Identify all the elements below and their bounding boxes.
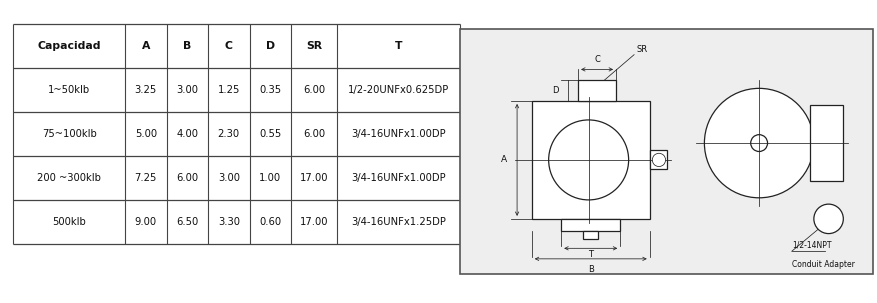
Text: 3.25: 3.25	[135, 85, 157, 95]
Text: 200 ~300klb: 200 ~300klb	[37, 173, 101, 183]
Text: 7.25: 7.25	[135, 173, 157, 183]
Text: C: C	[594, 55, 600, 64]
Text: 17.00: 17.00	[300, 173, 328, 183]
Text: T: T	[395, 41, 403, 51]
Text: 1/2-14NPT: 1/2-14NPT	[792, 241, 831, 250]
Circle shape	[814, 204, 844, 234]
Text: Conduit Adapter: Conduit Adapter	[792, 260, 854, 269]
Text: 75~100klb: 75~100klb	[42, 129, 96, 139]
Text: 2.30: 2.30	[217, 129, 240, 139]
Text: 6.50: 6.50	[176, 217, 198, 227]
Text: 3/4-16UNFx1.00DP: 3/4-16UNFx1.00DP	[352, 173, 446, 183]
Bar	[650, 151, 667, 169]
Circle shape	[751, 135, 767, 152]
Text: 5.00: 5.00	[135, 129, 157, 139]
Text: 1/2-20UNFx0.625DP: 1/2-20UNFx0.625DP	[348, 85, 449, 95]
Bar	[531, 101, 650, 219]
Text: A: A	[141, 41, 150, 51]
Text: 4.00: 4.00	[176, 129, 198, 139]
Text: 3.30: 3.30	[217, 217, 239, 227]
Text: 1.00: 1.00	[260, 173, 282, 183]
Text: 1~50klb: 1~50klb	[48, 85, 90, 95]
Text: D: D	[553, 86, 559, 95]
FancyBboxPatch shape	[460, 29, 873, 274]
Text: 6.00: 6.00	[176, 173, 198, 183]
Text: B: B	[588, 265, 594, 274]
Bar	[578, 80, 616, 101]
Text: 9.00: 9.00	[135, 217, 157, 227]
Bar	[809, 105, 844, 181]
Text: 3/4-16UNFx1.00DP: 3/4-16UNFx1.00DP	[352, 129, 446, 139]
Text: 6.00: 6.00	[303, 85, 325, 95]
Circle shape	[704, 88, 814, 198]
Text: SR: SR	[636, 45, 647, 54]
Text: 3.00: 3.00	[176, 85, 198, 95]
Text: 0.35: 0.35	[260, 85, 282, 95]
Text: A: A	[502, 155, 508, 165]
Text: T: T	[588, 250, 593, 259]
Text: 3.00: 3.00	[217, 173, 239, 183]
Text: SR: SR	[306, 41, 322, 51]
Bar	[561, 219, 620, 231]
Text: 6.00: 6.00	[303, 129, 325, 139]
Text: Capacidad: Capacidad	[38, 41, 101, 51]
Text: 17.00: 17.00	[300, 217, 328, 227]
Text: C: C	[225, 41, 232, 51]
Circle shape	[652, 153, 666, 167]
Text: 0.60: 0.60	[260, 217, 282, 227]
Bar	[583, 231, 598, 239]
Text: D: D	[266, 41, 275, 51]
Text: B: B	[183, 41, 191, 51]
Text: 0.55: 0.55	[260, 129, 282, 139]
Circle shape	[549, 120, 629, 200]
Text: 1.25: 1.25	[217, 85, 240, 95]
Text: 500klb: 500klb	[53, 217, 86, 227]
Text: 3/4-16UNFx1.25DP: 3/4-16UNFx1.25DP	[351, 217, 446, 227]
